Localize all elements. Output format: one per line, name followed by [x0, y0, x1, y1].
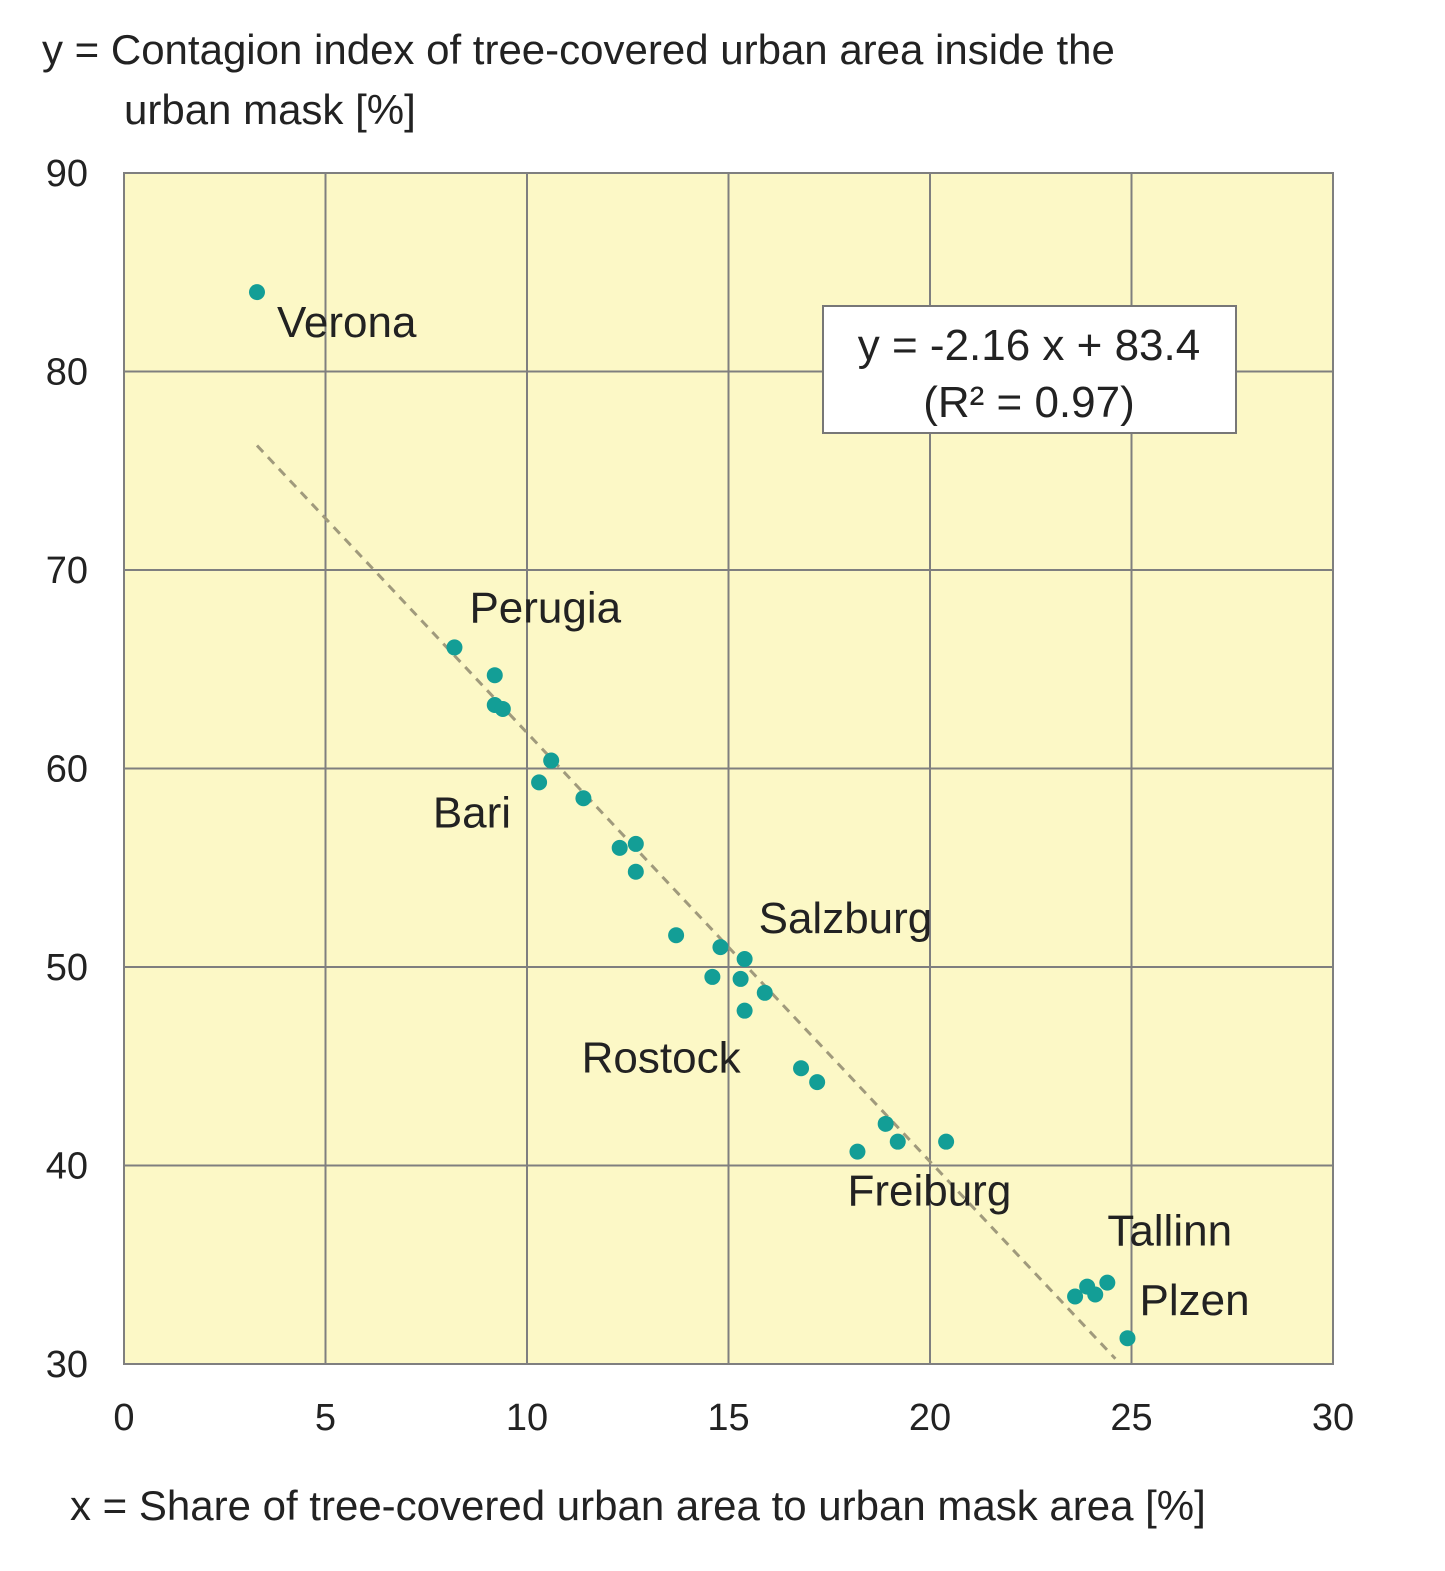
x-tick-label: 0 — [113, 1397, 134, 1439]
data-point — [889, 1133, 906, 1150]
data-point — [877, 1115, 894, 1132]
data-point — [1099, 1274, 1116, 1291]
y-axis-label-line-1: y = Contagion index of tree-covered urba… — [42, 26, 1115, 73]
r-squared-text: (R² = 0.97) — [923, 378, 1135, 427]
trend-line — [255, 444, 1117, 1360]
city-labels: Verona Perugia Bari Salzburg Rostock Freiburg… — [277, 298, 1250, 1325]
data-point — [736, 951, 753, 968]
y-tick-label: 70 — [46, 550, 88, 592]
data-point — [668, 927, 685, 944]
city-label: Plzen — [1139, 1276, 1249, 1325]
x-axis-label: x = Share of tree-covered urban area to … — [70, 1482, 1206, 1529]
x-tick-label: 15 — [707, 1397, 749, 1439]
data-point — [732, 970, 749, 987]
data-point — [704, 968, 721, 985]
data-point — [486, 667, 503, 684]
city-label: Freiburg — [847, 1167, 1011, 1216]
city-label: Rostock — [582, 1034, 742, 1083]
y-tick-label: 50 — [46, 947, 88, 989]
y-tick-label: 90 — [46, 153, 88, 195]
equation-box: y = -2.16 x + 83.4 (R² = 0.97) — [822, 305, 1237, 434]
data-point — [1067, 1288, 1084, 1305]
y-axis-ticks: 30 40 50 60 70 80 90 — [46, 153, 88, 1386]
y-tick-label: 80 — [46, 352, 88, 394]
city-label: Bari — [433, 788, 511, 837]
x-axis-ticks: 0 5 10 15 20 25 30 — [113, 1397, 1354, 1439]
data-point — [627, 835, 644, 852]
y-tick-label: 60 — [46, 749, 88, 791]
data-point — [611, 839, 628, 856]
data-point — [1087, 1286, 1104, 1303]
equation-text: y = -2.16 x + 83.4 — [858, 321, 1200, 370]
data-point — [809, 1074, 826, 1091]
grid-lines — [123, 172, 1334, 1365]
data-point — [938, 1133, 955, 1150]
data-point — [531, 774, 548, 791]
data-point — [1119, 1330, 1136, 1347]
data-points — [248, 284, 1136, 1347]
y-tick-label: 40 — [46, 1146, 88, 1188]
y-axis-label-line-2: urban mask [%] — [124, 86, 416, 133]
data-point — [793, 1060, 810, 1077]
city-label: Tallinn — [1107, 1207, 1232, 1256]
x-tick-label: 30 — [1312, 1397, 1354, 1439]
data-point — [756, 984, 773, 1001]
data-point — [736, 1002, 753, 1019]
data-point — [712, 939, 729, 956]
data-point — [627, 863, 644, 880]
data-point — [446, 639, 463, 656]
city-label: Verona — [277, 298, 417, 347]
data-point — [575, 790, 592, 807]
x-tick-label: 20 — [909, 1397, 951, 1439]
data-point — [494, 700, 511, 717]
x-tick-label: 25 — [1110, 1397, 1152, 1439]
data-point — [849, 1143, 866, 1160]
data-point — [543, 752, 560, 769]
x-tick-label: 10 — [506, 1397, 548, 1439]
data-point — [248, 284, 265, 301]
x-tick-label: 5 — [315, 1397, 336, 1439]
y-tick-label: 30 — [46, 1344, 88, 1386]
city-label: Salzburg — [759, 894, 933, 943]
city-label: Perugia — [469, 583, 621, 632]
